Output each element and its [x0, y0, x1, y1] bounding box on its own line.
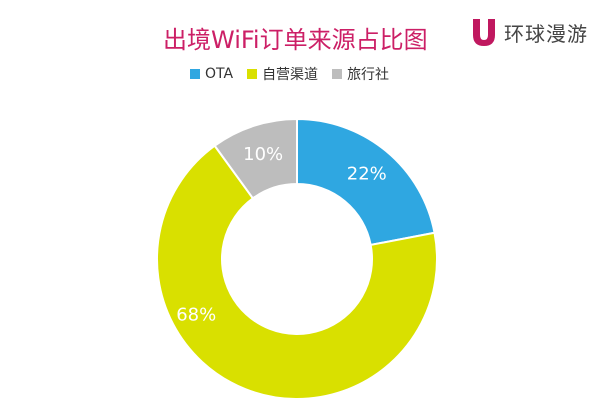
- brand-name: 环球漫游: [504, 21, 588, 46]
- slice-travel-agency: [213, 117, 298, 200]
- legend-label-ota: OTA: [205, 66, 234, 82]
- slice-self-operated: [156, 144, 438, 400]
- legend-label-travel-agency: 旅行社: [347, 67, 390, 83]
- chart-data-labels: 22% 68% 10%: [176, 144, 387, 326]
- chart-title: 出境WiFi订单来源占比图: [163, 26, 428, 54]
- legend-item-travel-agency: 旅行社: [332, 64, 389, 84]
- legend-swatch-self-operated: [247, 69, 258, 79]
- data-label-travel-agency: 10%: [243, 144, 283, 165]
- data-label-self-operated: 68%: [176, 304, 216, 325]
- legend-item-ota: OTA: [190, 66, 233, 82]
- legend-swatch-ota: [190, 69, 200, 79]
- brand-logo-icon: [473, 19, 495, 46]
- chart-slices: [156, 117, 438, 400]
- legend-swatch-travel-agency: [332, 69, 343, 79]
- data-label-ota: 22%: [347, 164, 387, 185]
- legend-label-self-operated: 自营渠道: [262, 67, 319, 83]
- brand: 环球漫游: [470, 17, 588, 47]
- legend-item-self-operated: 自营渠道: [247, 64, 318, 84]
- slice-ota: [296, 117, 436, 247]
- legend: OTA 自营渠道 旅行社: [190, 64, 389, 84]
